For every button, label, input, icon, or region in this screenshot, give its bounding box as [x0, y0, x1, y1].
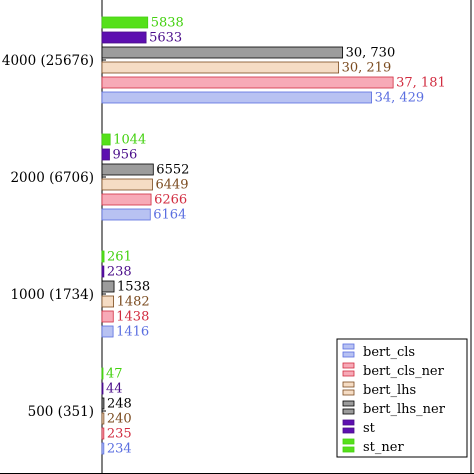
- value-label-st_ner: 261: [107, 250, 132, 265]
- bar-bert_cls_ner: [101, 310, 114, 323]
- value-label-bert_cls: 1416: [116, 325, 149, 340]
- value-label-bert_cls: 234: [107, 442, 132, 457]
- bar-st: [101, 265, 105, 278]
- bar-bert_cls_ner: [101, 427, 105, 440]
- legend-swatch: [342, 446, 355, 453]
- legend-label: bert_lhs: [363, 383, 416, 398]
- category-label: 4000 (25676): [2, 53, 94, 69]
- value-label-bert_cls: 6164: [153, 208, 186, 223]
- bar-bert_lhs: [101, 178, 153, 191]
- value-label-st_ner: 47: [106, 367, 123, 382]
- category-label: 2000 (6706): [10, 170, 94, 186]
- bar-bert_cls_ner: [101, 76, 394, 89]
- bar-st: [101, 382, 104, 395]
- value-label-st: 956: [112, 148, 137, 163]
- legend-label: st: [363, 421, 376, 436]
- value-label-bert_cls_ner: 6266: [154, 193, 187, 208]
- value-label-st_ner: 5838: [151, 16, 184, 31]
- value-label-bert_lhs_ner: 1538: [117, 280, 150, 295]
- bar-bert_cls: [101, 91, 372, 104]
- value-label-bert_lhs: 240: [107, 412, 132, 427]
- bar-bert_lhs_ner: [101, 163, 154, 176]
- value-label-bert_cls: 34, 429: [375, 91, 425, 106]
- value-label-st: 44: [106, 382, 123, 397]
- legend-swatch: [342, 419, 355, 426]
- legend-box: [336, 338, 468, 458]
- bar-bert_cls: [101, 208, 151, 221]
- bar-bert_cls_ner: [101, 193, 152, 206]
- bar-bert_lhs_ner: [101, 397, 105, 410]
- category-label: 500 (351): [28, 404, 94, 420]
- legend-swatch: [342, 400, 355, 407]
- bar-st_ner: [101, 367, 104, 380]
- bar-st_ner: [101, 250, 105, 263]
- bar-bert_lhs: [101, 295, 115, 308]
- value-label-st: 5633: [149, 31, 182, 46]
- value-label-st_ner: 1044: [113, 133, 146, 148]
- legend-label: bert_cls: [363, 345, 415, 360]
- legend-swatch: [342, 438, 355, 445]
- legend-swatch: [342, 362, 355, 369]
- category-label: 1000 (1734): [10, 287, 94, 303]
- legend-swatch: [342, 389, 355, 396]
- value-label-st: 238: [107, 265, 132, 280]
- bar-bert_cls: [101, 442, 105, 455]
- bar-st_ner: [101, 133, 111, 146]
- legend-swatch: [342, 370, 355, 377]
- legend-swatch: [342, 427, 355, 434]
- value-label-bert_lhs: 30, 219: [342, 61, 392, 76]
- legend-swatch: [342, 351, 355, 358]
- bar-bert_lhs_ner: [101, 46, 344, 59]
- legend-label: bert_cls_ner: [363, 364, 445, 379]
- value-label-bert_cls_ner: 235: [107, 427, 132, 442]
- legend: bert_cls bert_cls_ner bert_lhs bert_lhs_ner…: [336, 338, 468, 458]
- value-label-bert_lhs_ner: 6552: [156, 163, 189, 178]
- value-label-bert_cls_ner: 37, 181: [396, 76, 446, 91]
- bar-bert_lhs_ner: [101, 280, 115, 293]
- value-label-bert_cls_ner: 1438: [116, 310, 149, 325]
- value-label-bert_lhs: 6449: [155, 178, 188, 193]
- bar-st: [101, 31, 147, 44]
- bars-layer: [101, 16, 394, 455]
- legend-label: st_ner: [363, 440, 404, 455]
- legend-label: bert_lhs_ner: [363, 402, 446, 417]
- bar-bert_cls: [101, 325, 114, 338]
- value-label-bert_lhs_ner: 248: [107, 397, 132, 412]
- bar-bert_lhs: [101, 61, 340, 74]
- value-label-bert_lhs: 1482: [117, 295, 150, 310]
- value-label-bert_lhs_ner: 30, 730: [346, 46, 396, 61]
- legend-swatch: [342, 343, 355, 350]
- legend-swatch: [342, 408, 355, 415]
- bar-st_ner: [101, 16, 149, 29]
- bar-bert_lhs: [101, 412, 105, 425]
- bar-st: [101, 148, 110, 161]
- legend-swatch: [342, 381, 355, 388]
